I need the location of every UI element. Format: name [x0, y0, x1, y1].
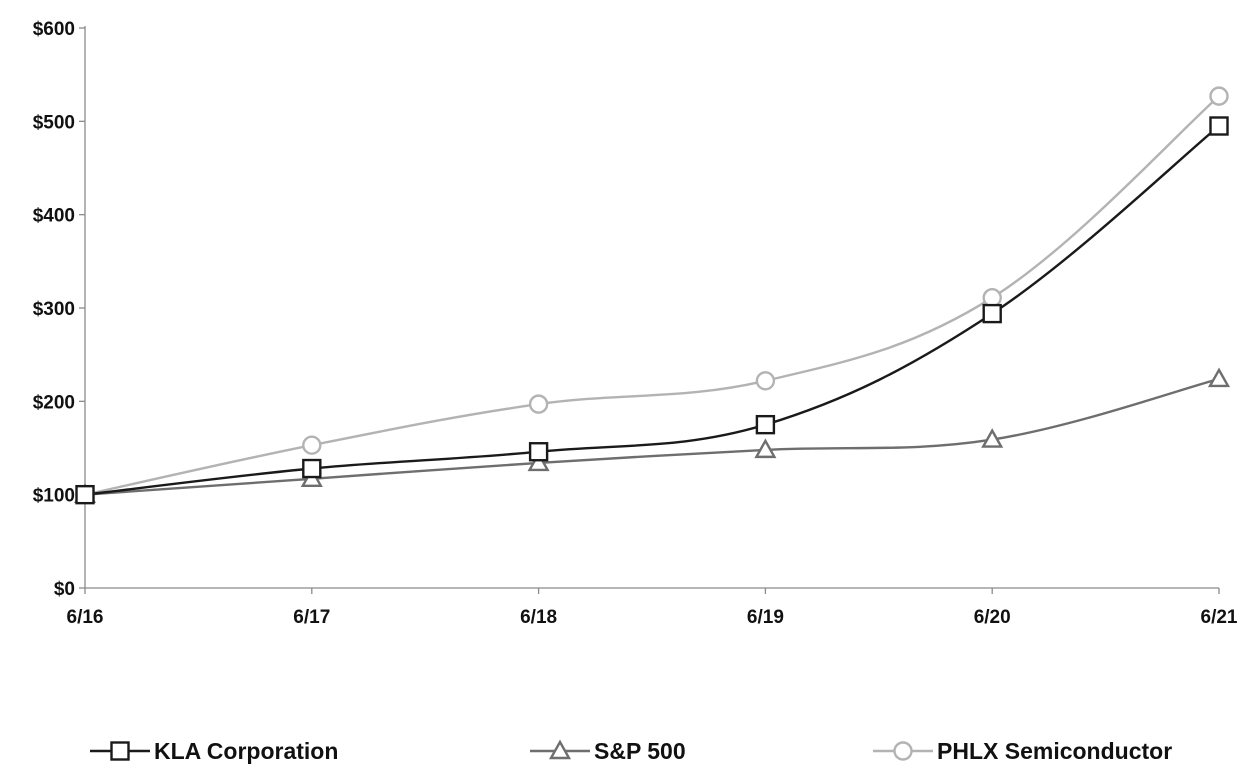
series-line-triangle [84, 377, 1220, 496]
legend: KLA Corporation S&P 500 PHLX Semiconductor [90, 738, 1172, 764]
series-line-square [84, 125, 1220, 496]
series-line-circle [84, 95, 1220, 496]
legend-entry: KLA Corporation [90, 738, 338, 764]
legend-label: S&P 500 [594, 738, 686, 764]
x-tick-label: 6/21 [1201, 607, 1238, 628]
x-tick-label: 6/17 [293, 607, 330, 628]
tick-labels: $0 $100 $200 $300 $400 $500 $600 6/16 6/17 6/18 6/… [33, 19, 1238, 628]
legend-marker-circle [893, 741, 913, 761]
data-point-square [528, 442, 549, 462]
data-point-circle [755, 371, 776, 391]
data-point-triangle [754, 438, 777, 459]
x-tick-label: 6/19 [747, 607, 784, 628]
legend-entry: S&P 500 [530, 738, 686, 764]
x-tick-label: 6/16 [67, 607, 104, 628]
y-tick-label: $0 [54, 579, 75, 600]
data-point-square [302, 458, 322, 479]
data-point-circle [528, 394, 549, 414]
legend-label: KLA Corporation [154, 738, 338, 764]
x-tick-label: 6/18 [520, 607, 557, 628]
y-tick-label: $500 [33, 112, 75, 133]
data-point-circle [982, 288, 1002, 308]
legend-marker-triangle [548, 739, 572, 760]
y-tick-label: $300 [33, 299, 75, 320]
y-tick-label: $200 [33, 392, 75, 413]
data-point-triangle [1207, 367, 1231, 388]
legend-label: PHLX Semiconductor [937, 738, 1172, 764]
legend-marker-square [110, 741, 130, 761]
data-point-circle [1209, 86, 1229, 106]
x-tick-label: 6/20 [974, 607, 1011, 628]
y-tick-label: $100 [33, 486, 75, 507]
y-tick-label: $400 [33, 206, 75, 227]
data-point-square [982, 303, 1002, 324]
data-point-triangle [527, 451, 550, 472]
data-point-circle [302, 435, 322, 455]
series-markers [73, 86, 1231, 505]
axes [79, 26, 1220, 594]
data-point-square [755, 414, 776, 435]
data-point-square [75, 484, 95, 505]
data-point-triangle [981, 428, 1004, 448]
y-tick-label: $600 [33, 19, 75, 40]
legend-entry: PHLX Semiconductor [873, 738, 1172, 764]
series-lines [84, 95, 1220, 496]
data-point-square [1209, 116, 1229, 136]
